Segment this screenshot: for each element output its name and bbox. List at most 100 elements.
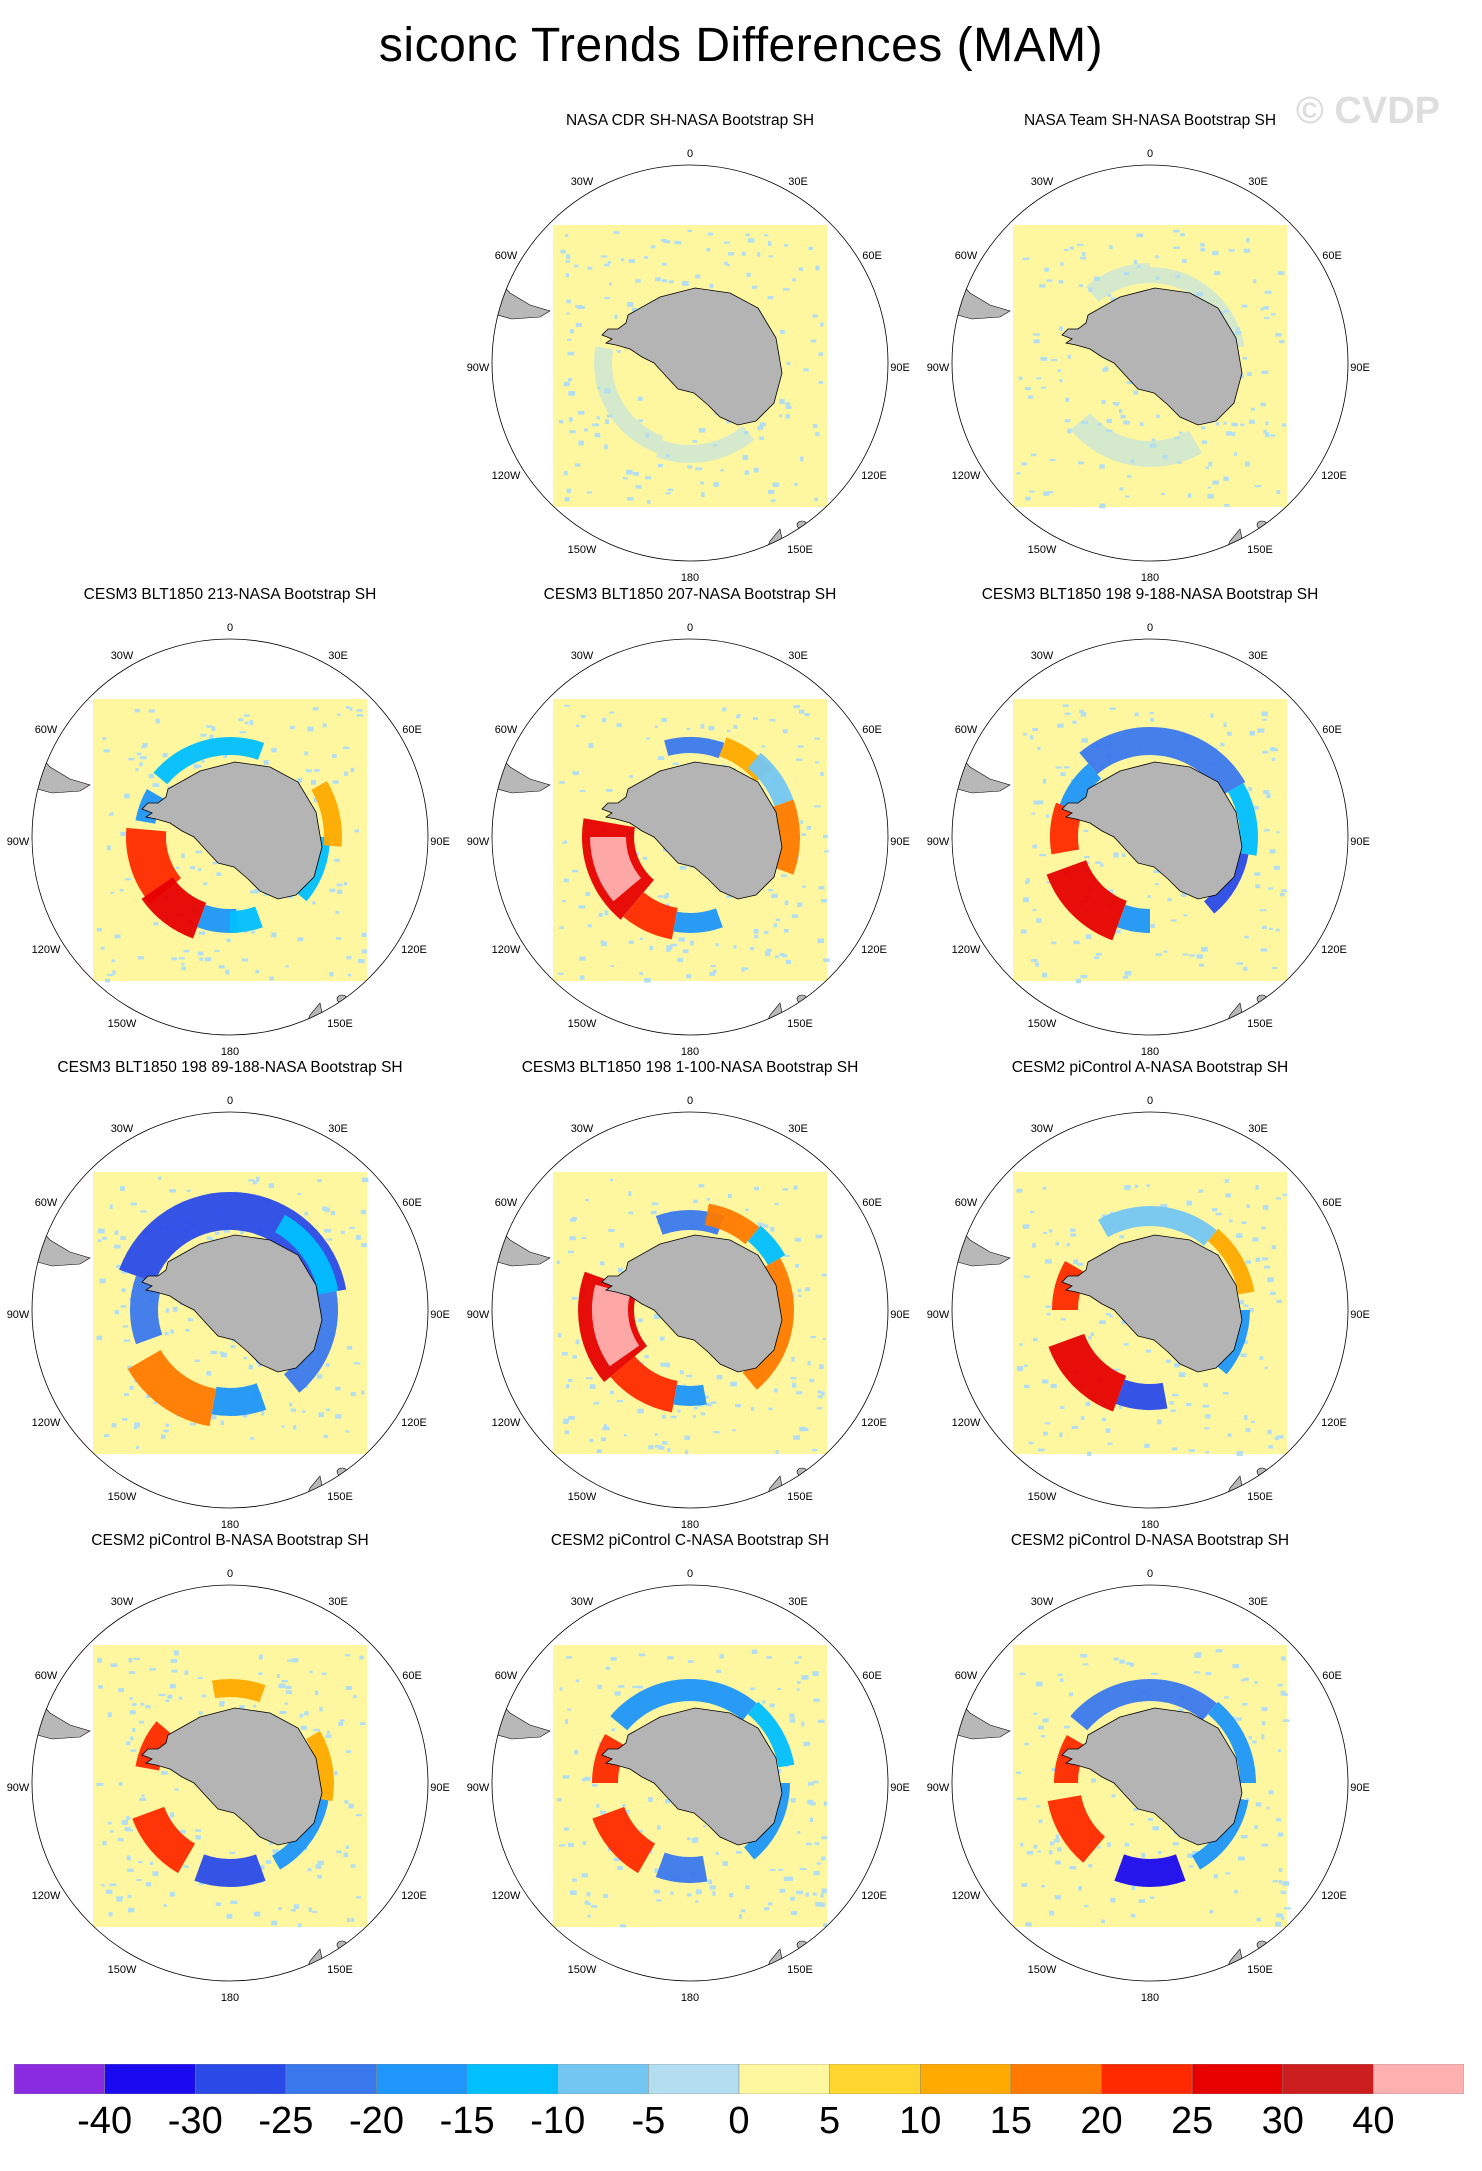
- polar-map: 0 30E 60E 90E 120E 150E 180 150W 120W 90W 60W 30W: [7, 1568, 450, 2004]
- anomaly-region: [592, 1806, 655, 1874]
- map-boundary: [491, 1111, 889, 1509]
- longitude-label: 30E: [788, 650, 808, 662]
- longitude-label: 150E: [787, 1491, 813, 1503]
- longitude-label: 30W: [1031, 1123, 1054, 1135]
- panel-title: CESM2 piControl D-NASA Bootstrap SH: [1010, 1532, 1290, 1549]
- panel-title: CESM3 BLT1850 198 89-188-NASA Bootstrap …: [57, 1059, 403, 1076]
- map-boundary: [491, 1584, 889, 1982]
- longitude-label: 180: [681, 572, 699, 584]
- longitude-label: 60E: [1322, 724, 1342, 736]
- longitude-label: 150W: [108, 1964, 137, 1976]
- longitude-label: 120E: [401, 944, 427, 956]
- anomaly-region: [1070, 413, 1202, 468]
- colorbar-tick-label: -5: [631, 2100, 666, 2142]
- polar-map: 0 30E 60E 90E 120E 150E 180 150W 120W 90W 60W 30W: [927, 148, 1370, 584]
- longitude-label: 150W: [1028, 544, 1057, 556]
- longitude-label: 60W: [495, 724, 518, 736]
- anomaly-region: [747, 1701, 795, 1768]
- colorbar-tick-label: -25: [258, 2100, 314, 2142]
- longitude-label: 30E: [1248, 176, 1268, 188]
- map-boundary: [491, 638, 889, 1036]
- longitude-label: 180: [1141, 1046, 1159, 1058]
- map-boundary: [31, 1111, 429, 1509]
- longitude-label: 90W: [467, 836, 490, 848]
- longitude-label: 0: [1147, 1095, 1153, 1107]
- longitude-label: 120W: [32, 1890, 61, 1902]
- longitude-label: 0: [227, 1095, 233, 1107]
- longitude-label: 30W: [571, 1596, 594, 1608]
- longitude-label: 90W: [7, 836, 30, 848]
- longitude-label: 30E: [1248, 650, 1268, 662]
- longitude-label: 180: [681, 1519, 699, 1531]
- longitude-label: 90E: [430, 1309, 450, 1321]
- longitude-label: 0: [227, 622, 233, 634]
- polar-map: 0 30E 60E 90E 120E 150E 180 150W 120W 90W 60W 30W: [927, 1568, 1370, 2004]
- longitude-label: 30W: [571, 650, 594, 662]
- longitude-label: 120W: [952, 470, 981, 482]
- anomaly-region: [742, 1258, 795, 1390]
- longitude-label: 90E: [890, 1309, 910, 1321]
- colorbar-tick-label: 30: [1261, 2100, 1304, 2142]
- longitude-label: 120W: [32, 944, 61, 956]
- figure-title: siconc Trends Differences (MAM): [378, 19, 1104, 72]
- map-panel: CESM3 BLT1850 213-NASA Bootstrap SH 0 30E 6…: [5, 586, 455, 1058]
- longitude-label: 150E: [1247, 1491, 1273, 1503]
- longitude-label: 90E: [1350, 1782, 1370, 1794]
- colorbar-tick-label: -30: [167, 2100, 223, 2142]
- colorbar-tick-label: 10: [899, 2100, 942, 2142]
- longitude-label: 0: [687, 1568, 693, 1580]
- anomaly-region: [1079, 726, 1246, 796]
- panel-title: CESM3 BLT1850 207-NASA Bootstrap SH: [543, 586, 837, 603]
- longitude-label: 120W: [952, 944, 981, 956]
- longitude-label: 90E: [1350, 362, 1370, 374]
- longitude-label: 30W: [111, 650, 134, 662]
- colorbar-tick-label: -15: [439, 2100, 495, 2142]
- anomaly-region: [211, 1383, 267, 1417]
- map-boundary: [951, 1111, 1349, 1509]
- longitude-label: 150W: [108, 1491, 137, 1503]
- longitude-label: 120E: [861, 470, 887, 482]
- anomaly-region: [610, 1356, 678, 1413]
- map-boundary: [31, 638, 429, 1036]
- anomaly-region: [1117, 904, 1150, 933]
- longitude-label: 90E: [890, 362, 910, 374]
- map-panel: CESM3 BLT1850 198 1-100-NASA Bootstrap S…: [465, 1059, 915, 1531]
- longitude-label: 150W: [1028, 1964, 1057, 1976]
- longitude-label: 90W: [927, 1782, 950, 1794]
- colorbar: [14, 2064, 1464, 2094]
- antarctica-landmass: [141, 1707, 323, 1846]
- longitude-label: 60E: [1322, 1197, 1342, 1209]
- longitude-label: 60W: [495, 1197, 518, 1209]
- polar-map: 0 30E 60E 90E 120E 150E 180 150W 120W 90W 60W 30W: [7, 1095, 450, 1531]
- longitude-label: 60W: [955, 1197, 978, 1209]
- longitude-label: 30E: [328, 1596, 348, 1608]
- colorbar-tick-label: 20: [1080, 2100, 1123, 2142]
- longitude-label: 150E: [787, 1964, 813, 1976]
- new-zealand-landmass: [301, 1475, 323, 1508]
- longitude-label: 30E: [328, 1123, 348, 1135]
- longitude-label: 0: [227, 1568, 233, 1580]
- longitude-label: 60E: [402, 724, 422, 736]
- antarctica-landmass: [1061, 287, 1243, 426]
- anomaly-region: [306, 1731, 334, 1802]
- new-zealand-landmass: [1221, 528, 1243, 561]
- panel-title: NASA CDR SH-NASA Bootstrap SH: [565, 112, 815, 129]
- longitude-label: 180: [681, 1046, 699, 1058]
- anomaly-region: [1047, 1795, 1105, 1863]
- longitude-label: 120W: [492, 944, 521, 956]
- anomaly-region: [275, 1214, 339, 1295]
- longitude-label: 30E: [1248, 1123, 1268, 1135]
- longitude-label: 150W: [108, 1018, 137, 1030]
- longitude-label: 150E: [1247, 1964, 1273, 1976]
- longitude-label: 180: [1141, 1519, 1159, 1531]
- anomaly-region: [1098, 1205, 1217, 1246]
- antarctica-landmass: [1061, 1707, 1243, 1846]
- longitude-label: 30W: [1031, 176, 1054, 188]
- anomaly-region: [610, 1679, 757, 1731]
- anomaly-region: [132, 1806, 195, 1874]
- map-boundary: [951, 164, 1349, 562]
- longitude-label: 90E: [1350, 836, 1370, 848]
- longitude-label: 150E: [327, 1018, 353, 1030]
- longitude-label: 60W: [35, 1670, 58, 1682]
- new-zealand-landmass: [761, 1002, 783, 1035]
